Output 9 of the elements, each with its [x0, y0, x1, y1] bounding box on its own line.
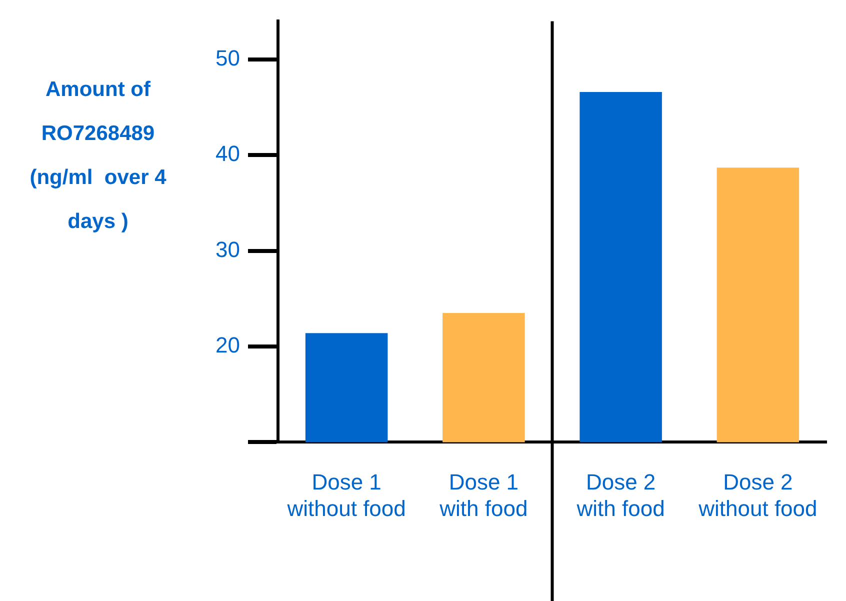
x-tick-label: Dose 1 without food [286, 469, 406, 521]
y-axis-title: Amount of RO7268489 (ng/ml over 4 days ) [28, 77, 168, 235]
x-tick-label: Dose 1 with food [438, 469, 528, 521]
y-tick-label: 20 [216, 332, 240, 358]
x-tick-label: Dose 2 without food [698, 469, 818, 521]
y-tick-label: 50 [216, 46, 240, 71]
y-tick-label: 40 [216, 141, 240, 166]
x-tick-label: Dose 2 with food [576, 469, 665, 521]
y-tick-label: 30 [216, 236, 240, 262]
